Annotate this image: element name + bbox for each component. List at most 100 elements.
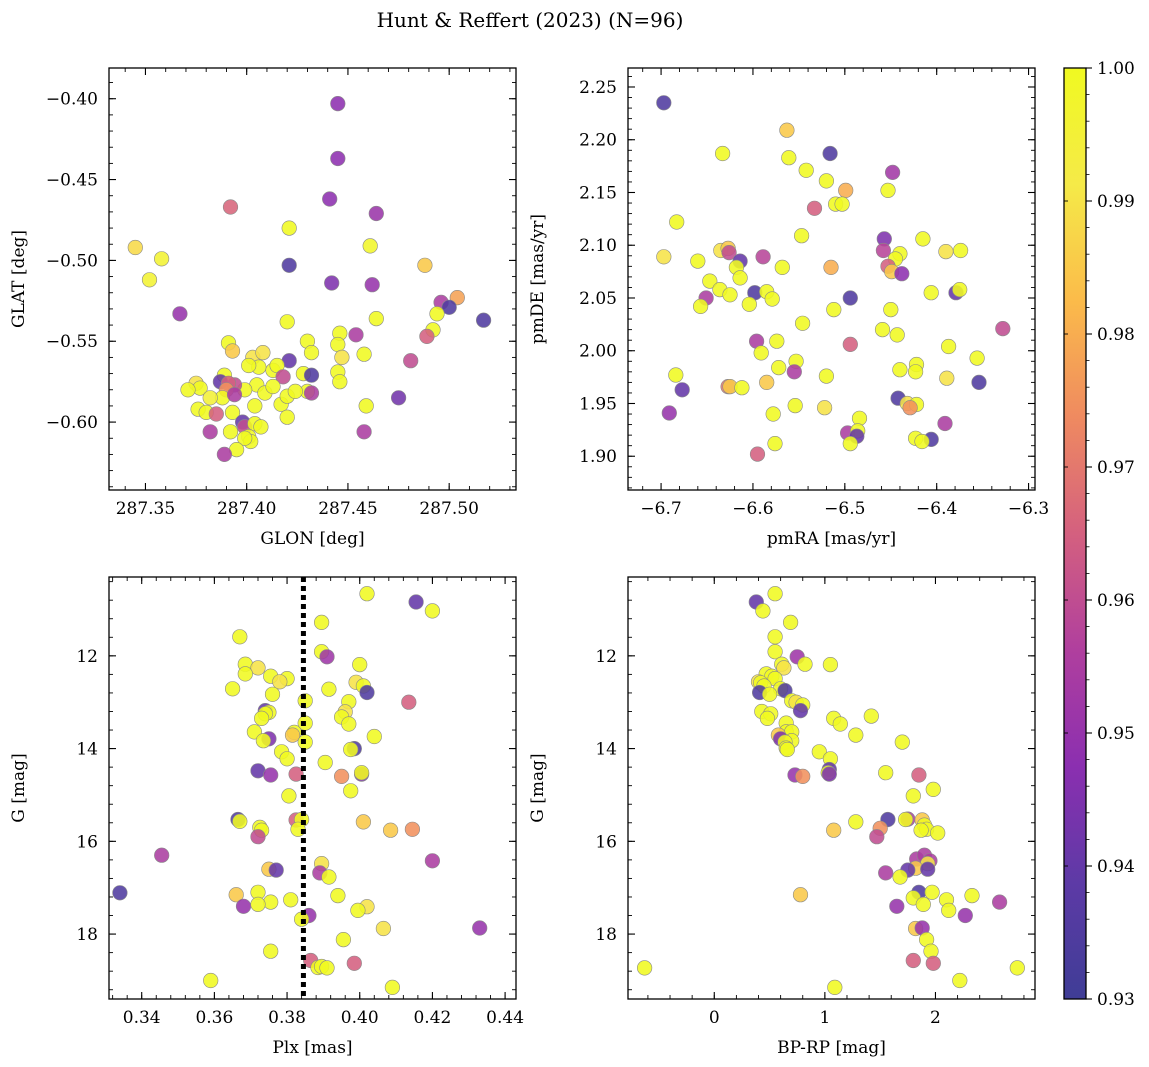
data-point bbox=[476, 312, 492, 328]
data-point bbox=[995, 321, 1011, 337]
data-point bbox=[874, 322, 891, 338]
data-point bbox=[250, 763, 266, 779]
scatter-points bbox=[127, 95, 492, 463]
data-point bbox=[767, 629, 783, 645]
data-point bbox=[661, 405, 677, 421]
data-point bbox=[806, 200, 823, 216]
data-point bbox=[878, 765, 894, 781]
data-point bbox=[668, 367, 684, 383]
data-point bbox=[237, 666, 253, 682]
colorbar-tick-label: 1.00 bbox=[1097, 59, 1135, 79]
data-point bbox=[767, 644, 783, 660]
data-point bbox=[781, 150, 797, 166]
colorbar: 0.93 0.94 0.95 0.96 0.97 0.98 0.99 1.00 bbox=[1063, 59, 1135, 1010]
colorbar-gradient bbox=[1063, 67, 1087, 1000]
data-point bbox=[222, 199, 239, 215]
data-point bbox=[284, 727, 301, 743]
data-point bbox=[330, 150, 346, 167]
data-point bbox=[952, 282, 968, 298]
data-point bbox=[734, 380, 750, 396]
data-point bbox=[920, 861, 936, 877]
x-tick-label: 0.38 bbox=[268, 1008, 306, 1028]
data-point bbox=[940, 338, 957, 355]
data-point bbox=[798, 162, 814, 178]
data-point bbox=[811, 744, 827, 760]
data-point bbox=[235, 898, 252, 914]
data-point bbox=[722, 287, 738, 303]
data-point bbox=[741, 296, 757, 312]
x-tick-label: 287.35 bbox=[116, 499, 175, 519]
scatter-points bbox=[656, 95, 1011, 462]
data-point bbox=[343, 741, 359, 758]
data-point bbox=[930, 825, 946, 841]
data-point bbox=[172, 306, 188, 322]
axes-frame bbox=[108, 67, 517, 491]
data-point bbox=[656, 249, 672, 265]
data-point bbox=[250, 829, 266, 845]
data-point bbox=[669, 214, 685, 230]
axis-ticks bbox=[628, 68, 1035, 490]
x-tick-label: −6.5 bbox=[824, 499, 865, 519]
data-point bbox=[330, 95, 346, 112]
x-tick-label: 0.44 bbox=[486, 1008, 524, 1028]
data-point bbox=[356, 424, 372, 440]
data-point bbox=[702, 273, 718, 289]
colorbar-tick-label: 0.96 bbox=[1097, 591, 1135, 611]
data-point bbox=[317, 754, 333, 771]
data-point bbox=[350, 902, 366, 919]
data-point bbox=[384, 979, 401, 996]
data-point bbox=[225, 681, 241, 697]
y-axis-label: G [mag] bbox=[9, 753, 29, 822]
y-tick-label: 2.15 bbox=[579, 183, 617, 203]
data-point bbox=[692, 298, 709, 315]
data-point bbox=[279, 314, 295, 330]
y-tick-label: 2.05 bbox=[579, 289, 617, 309]
colorbar-tick-label: 0.95 bbox=[1097, 724, 1135, 744]
x-tick-label: 0 bbox=[709, 1008, 720, 1028]
data-point bbox=[352, 656, 368, 673]
data-point bbox=[216, 446, 232, 463]
data-point bbox=[263, 894, 279, 910]
data-point bbox=[281, 788, 297, 804]
data-point bbox=[894, 266, 910, 282]
data-point bbox=[786, 364, 802, 380]
x-tick-label: −6.6 bbox=[732, 499, 773, 519]
data-point bbox=[127, 239, 143, 256]
data-point bbox=[826, 822, 842, 838]
x-tick-label: −6.7 bbox=[640, 499, 681, 519]
axis-ticks bbox=[628, 577, 1035, 999]
data-point bbox=[779, 741, 795, 758]
data-point bbox=[749, 446, 766, 462]
x-axis-label: Plx [mas] bbox=[272, 1038, 352, 1058]
data-point bbox=[826, 302, 842, 318]
data-point bbox=[472, 920, 488, 936]
data-point bbox=[818, 173, 835, 189]
data-point bbox=[429, 306, 445, 322]
y-tick-label: −0.55 bbox=[46, 332, 98, 352]
x-tick-label: −6.4 bbox=[916, 499, 957, 519]
y-tick-label: 2.00 bbox=[579, 342, 617, 362]
data-point bbox=[355, 814, 372, 830]
data-point bbox=[354, 765, 370, 781]
data-point bbox=[834, 196, 850, 212]
x-tick-label: 0.42 bbox=[413, 1008, 451, 1028]
data-point bbox=[721, 245, 737, 261]
data-point bbox=[755, 603, 771, 619]
x-axis-label: pmRA [mas/yr] bbox=[767, 529, 896, 549]
y-tick-label: 2.20 bbox=[579, 131, 617, 151]
data-point bbox=[875, 242, 892, 259]
data-point bbox=[332, 374, 348, 390]
data-point bbox=[964, 887, 980, 904]
y-tick-label: 18 bbox=[76, 925, 98, 945]
y-tick-label: 16 bbox=[76, 832, 98, 852]
data-point bbox=[303, 385, 320, 401]
data-point bbox=[787, 398, 803, 414]
data-point bbox=[319, 649, 335, 665]
data-point bbox=[794, 315, 811, 331]
data-point bbox=[818, 368, 835, 384]
data-point bbox=[842, 290, 858, 306]
data-point bbox=[404, 821, 421, 837]
data-point bbox=[141, 272, 158, 288]
